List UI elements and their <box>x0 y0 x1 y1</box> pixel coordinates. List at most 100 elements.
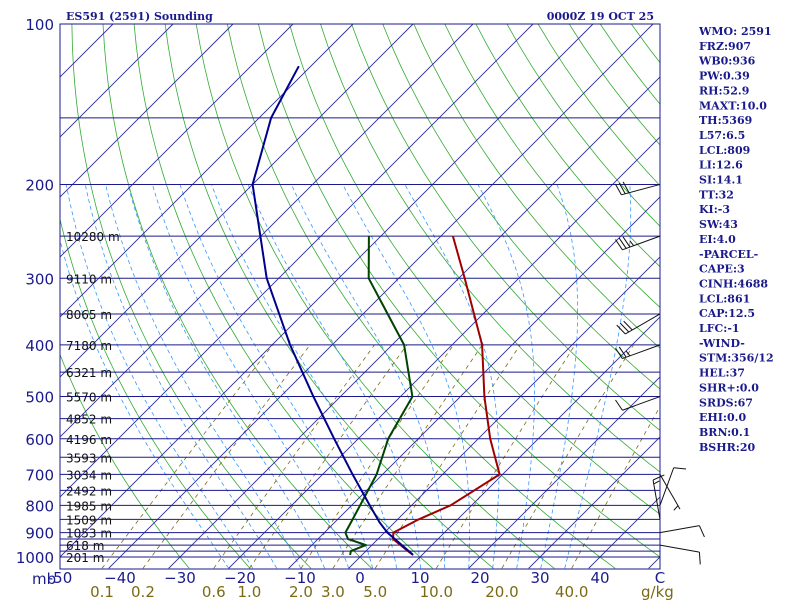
height-label: 1509 m <box>66 513 112 527</box>
temperature-axis-labels: -50 −40 −30 −20 −10 0 10 20 30 40 C <box>48 569 665 587</box>
dry-adiabat <box>133 24 433 569</box>
mixing-ratio-label: 20.0 <box>485 583 518 600</box>
height-label: 6321 m <box>66 366 112 380</box>
temperature-tick-label: −30 <box>164 569 196 587</box>
index-line: CAPE:3 <box>699 263 745 276</box>
height-label: 10280 m <box>66 230 120 244</box>
wind-barb-staff <box>622 235 661 251</box>
isotherm <box>408 316 660 569</box>
index-line: SRDS:67 <box>699 396 753 409</box>
index-line: KI:-3 <box>699 203 730 216</box>
temperature-tick-label: C <box>655 569 665 587</box>
wind-barb-staff <box>625 313 661 335</box>
height-label: 201 m <box>66 551 104 565</box>
mixing-ratio-label: 0.2 <box>131 583 155 600</box>
mixing-ratio-line <box>101 344 274 569</box>
height-label: 2492 m <box>66 484 112 498</box>
index-line: CAP:12.5 <box>699 307 755 320</box>
index-line: BSHR:20 <box>699 441 755 454</box>
mixing-ratio-label: 0.6 <box>202 583 226 600</box>
height-label: 3593 m <box>66 451 112 465</box>
wind-barb-half-flag <box>625 350 631 357</box>
moist-adiabat <box>564 184 632 569</box>
height-label: 618 m <box>66 539 104 553</box>
wind-barb-staff <box>659 544 700 553</box>
isotherm <box>528 436 660 569</box>
index-line: RH:52.9 <box>699 84 749 97</box>
pressure-tick-label: 300 <box>25 270 54 288</box>
wind-barb-flag <box>619 322 630 333</box>
mixing-ratio-line <box>501 344 634 569</box>
wind-barb-flag <box>618 346 627 358</box>
mixing-ratio-line <box>300 344 454 569</box>
wind-barb-staff <box>622 396 661 411</box>
index-line: SW:43 <box>699 218 738 231</box>
parcel-line <box>251 65 414 556</box>
height-label: 4196 m <box>66 433 112 447</box>
index-line: BRN:0.1 <box>699 426 750 439</box>
pressure-axis-labels: 100 200 300 400 500 600 700 800 900 1000 <box>16 16 54 567</box>
isotherm <box>108 24 654 569</box>
wind-barb-flag <box>623 320 633 331</box>
index-line: LI:12.6 <box>699 159 743 172</box>
height-label: 1985 m <box>66 499 112 513</box>
pressure-tick-label: 700 <box>25 466 54 484</box>
chart-title: ES591 (2591) Sounding <box>66 10 213 23</box>
mixing-ratio-label: 1.0 <box>237 583 261 600</box>
index-line: LFC:-1 <box>699 322 740 335</box>
index-line: -PARCEL- <box>699 248 758 261</box>
mixing-ratio-line <box>332 344 483 569</box>
wind-barb-flag <box>618 182 626 195</box>
moist-adiabat <box>290 184 446 569</box>
pressure-tick-label: 600 <box>25 431 54 449</box>
plot-frame <box>59 23 661 570</box>
height-label: 9110 m <box>66 272 112 286</box>
mixing-ratio-label: 3.0 <box>321 583 345 600</box>
isotherm <box>60 24 594 558</box>
moist-adiabat <box>152 184 350 569</box>
dry-adiabat <box>289 24 660 515</box>
dry-adiabat <box>71 24 312 569</box>
index-line: CINH:4688 <box>699 277 768 290</box>
isotherm <box>228 136 660 569</box>
height-label: 3034 m <box>66 468 112 482</box>
isotherm <box>60 24 534 498</box>
isotherm <box>288 196 660 569</box>
index-line: STM:356/12 <box>699 352 774 365</box>
index-line: WB0:936 <box>698 55 756 68</box>
dry-adiabat <box>351 24 660 431</box>
wind-barb <box>615 396 661 411</box>
moist-adiabat <box>404 184 500 569</box>
wind-barb <box>615 344 661 360</box>
wind-barb-staff <box>621 183 661 196</box>
dry-adiabat <box>475 24 660 268</box>
temperature-line <box>392 235 501 556</box>
temperature-tick-label: 30 <box>530 569 549 587</box>
wind-barb <box>659 525 705 538</box>
mixing-ratio-labels: 0.1 0.2 0.6 1.0 2.0 3.0 5.0 10.0 20.0 40.0 <box>90 583 588 600</box>
wind-barbs <box>614 181 705 565</box>
moist-adiabat <box>65 184 254 569</box>
height-label: 7180 m <box>66 339 112 353</box>
dry-adiabat <box>164 24 494 569</box>
pressure-tick-label: 100 <box>25 16 54 34</box>
isotherm <box>60 24 354 318</box>
mixing-ratio-line <box>571 405 660 569</box>
wind-barb-half-flag <box>653 480 660 485</box>
moist-adiabat <box>342 184 470 569</box>
temperature-tick-label: 10 <box>410 569 429 587</box>
height-label: 4852 m <box>66 413 112 427</box>
isotherm <box>168 76 660 569</box>
temperature-tick-label: 40 <box>590 569 609 587</box>
wind-barb-flag <box>622 181 630 193</box>
isotherm <box>60 24 234 198</box>
isotherm <box>348 256 660 569</box>
wind-barb-staff <box>659 525 700 534</box>
index-line: LCL:861 <box>699 292 750 305</box>
wind-barb-flag <box>615 399 623 411</box>
profile-lines <box>251 65 501 556</box>
dry-adiabat <box>195 24 555 569</box>
temperature-tick-label: 0 <box>355 569 365 587</box>
